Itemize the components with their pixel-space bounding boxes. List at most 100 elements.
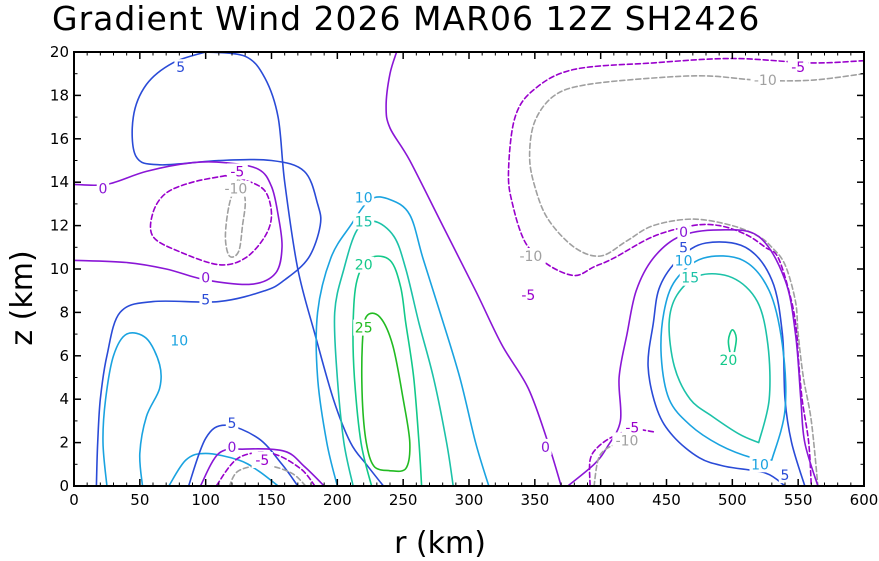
contour-label-26: 10 bbox=[751, 457, 769, 473]
contour-label-bg-10 bbox=[353, 189, 375, 206]
contour-label-bg-17 bbox=[787, 59, 809, 76]
contour-label-bg-20 bbox=[677, 239, 690, 256]
y-tick-label-0: 0 bbox=[59, 477, 69, 495]
contour-label-bg-22 bbox=[679, 269, 701, 286]
x-tick-label-12: 600 bbox=[850, 491, 879, 509]
contour-line-3 bbox=[149, 174, 273, 266]
x-axis-label: r (km) bbox=[394, 526, 486, 561]
contour-line-16 bbox=[507, 57, 865, 487]
contour-line-4 bbox=[224, 177, 247, 258]
contour-label-bg-0 bbox=[174, 59, 187, 76]
contour-line-12 bbox=[315, 196, 490, 487]
y-tick-label-8: 16 bbox=[50, 130, 69, 148]
contour-label-bg-25 bbox=[612, 432, 642, 449]
y-axis-label: z (km) bbox=[5, 250, 40, 345]
contour-label-21: 10 bbox=[675, 253, 693, 269]
x-tick-label-5: 250 bbox=[389, 491, 418, 509]
contour-label-bg-12 bbox=[353, 256, 375, 273]
plot-area bbox=[74, 52, 864, 486]
y-tick-label-2: 4 bbox=[59, 390, 69, 408]
contour-label-bg-18 bbox=[750, 72, 780, 89]
contour-label-bg-6 bbox=[168, 332, 190, 349]
x-axis: 0 50 100 150 200 250 300 350 400 450 500 550 600 bbox=[69, 52, 878, 509]
contour-label-1: 0 bbox=[99, 182, 108, 198]
contour-label-bg-7 bbox=[225, 415, 239, 432]
y-tick-label-7: 14 bbox=[50, 173, 69, 191]
x-tick-label-7: 350 bbox=[521, 491, 550, 509]
contour-lines bbox=[73, 51, 865, 487]
contour-label-19: 0 bbox=[679, 225, 688, 241]
contour-line-9 bbox=[199, 448, 325, 487]
contour-label-2: -5 bbox=[230, 164, 244, 180]
x-tick-label-9: 450 bbox=[652, 491, 681, 509]
contour-label-8: 0 bbox=[228, 440, 237, 456]
contour-line-6 bbox=[102, 332, 163, 487]
contour-line-7 bbox=[168, 452, 279, 487]
contour-labels: 50-5-10051050-5101520250-10-5-5-10051015… bbox=[96, 59, 809, 484]
y-tick-label-1: 2 bbox=[59, 434, 69, 452]
contour-label-15: -10 bbox=[519, 249, 542, 265]
contour-label-bg-8 bbox=[225, 438, 239, 455]
x-tick-label-2: 100 bbox=[191, 491, 220, 509]
contour-label-bg-14 bbox=[539, 438, 552, 455]
contour-line-17 bbox=[528, 72, 865, 487]
contour-label-6: 10 bbox=[170, 334, 188, 350]
contour-label-17: -5 bbox=[791, 60, 805, 76]
contour-label-9: -5 bbox=[255, 453, 269, 469]
contour-label-14: 0 bbox=[541, 440, 550, 456]
contour-label-7: 5 bbox=[228, 416, 237, 432]
contour-label-0: 5 bbox=[176, 60, 185, 76]
contour-label-11: 15 bbox=[355, 214, 373, 230]
contour-label-bg-11 bbox=[353, 213, 375, 230]
x-tick-label-6: 300 bbox=[455, 491, 484, 509]
contour-label-bg-24 bbox=[621, 419, 643, 436]
contour-label-bg-1 bbox=[96, 180, 110, 197]
chart-title: Gradient Wind 2026 MAR06 12Z SH2426 bbox=[52, 0, 760, 38]
y-tick-label-6: 12 bbox=[50, 217, 69, 235]
contour-line-5 bbox=[385, 51, 562, 487]
contour-line-20 bbox=[660, 255, 787, 461]
contour-label-bg-2 bbox=[226, 163, 248, 180]
y-tick-label-3: 6 bbox=[59, 347, 69, 365]
contour-label-5: 5 bbox=[201, 292, 210, 308]
contour-label-23: 20 bbox=[719, 353, 737, 369]
contour-label-10: 10 bbox=[355, 190, 373, 206]
contour-label-bg-26 bbox=[749, 456, 771, 473]
contour-label-bg-16 bbox=[517, 287, 539, 303]
contour-label-bg-5 bbox=[199, 291, 212, 308]
x-tick-label-1: 50 bbox=[130, 491, 149, 509]
contour-label-bg-3 bbox=[221, 180, 251, 197]
y-tick-label-4: 8 bbox=[59, 303, 69, 321]
contour-line-21 bbox=[668, 272, 771, 444]
y-axis: 0 2 4 6 8 10 12 14 16 18 20 bbox=[50, 43, 864, 495]
contour-label-4: 0 bbox=[201, 271, 210, 287]
contour-line-1 bbox=[204, 51, 385, 487]
contour-label-18: -10 bbox=[754, 73, 777, 89]
contour-label-bg-21 bbox=[673, 252, 695, 269]
x-tick-label-10: 500 bbox=[718, 491, 747, 509]
x-tick-label-11: 550 bbox=[784, 491, 813, 509]
contour-label-bg-9 bbox=[251, 452, 273, 468]
contour-line-0 bbox=[95, 51, 322, 487]
contour-line-8 bbox=[187, 424, 299, 487]
contour-label-bg-15 bbox=[516, 248, 546, 264]
contour-label-25: -10 bbox=[616, 433, 639, 449]
contour-label-13: 25 bbox=[355, 321, 373, 337]
x-tick-label-4: 200 bbox=[323, 491, 352, 509]
contour-label-bg-19 bbox=[677, 224, 690, 241]
y-tick-label-5: 10 bbox=[50, 260, 69, 278]
contour-label-3: -10 bbox=[224, 182, 247, 198]
contour-label-20: 5 bbox=[679, 240, 688, 256]
contour-label-bg-13 bbox=[353, 319, 375, 336]
x-tick-label-3: 150 bbox=[257, 491, 286, 509]
contour-line-11 bbox=[228, 464, 307, 487]
contour-label-bg-4 bbox=[199, 269, 212, 286]
contour-label-bg-23 bbox=[717, 352, 739, 369]
contour-label-22: 15 bbox=[681, 271, 699, 287]
x-tick-label-0: 0 bbox=[69, 491, 79, 509]
contour-label-12: 20 bbox=[355, 258, 373, 274]
contour-label-27: 5 bbox=[781, 468, 790, 484]
contour-line-2 bbox=[73, 160, 283, 286]
y-tick-label-10: 20 bbox=[50, 43, 69, 61]
